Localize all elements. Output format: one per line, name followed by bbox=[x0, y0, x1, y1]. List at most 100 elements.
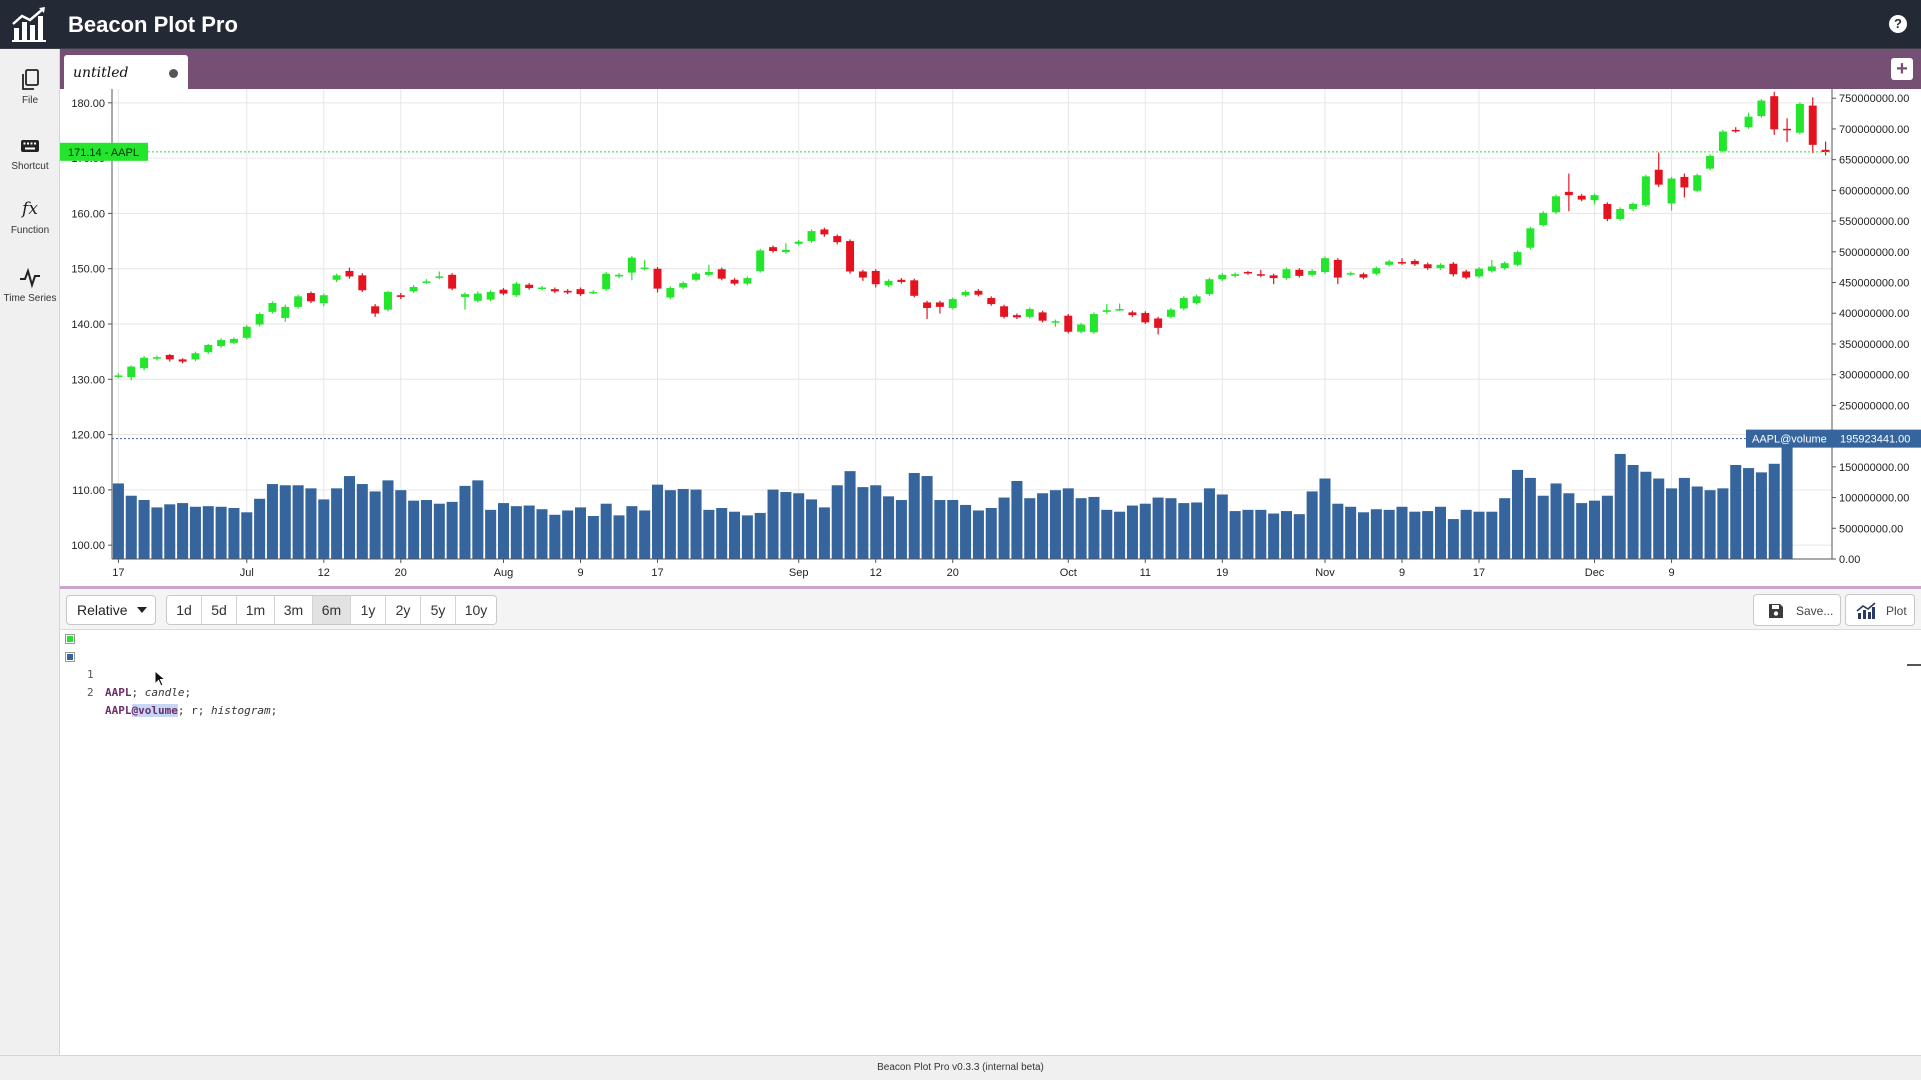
unsaved-dot-icon[interactable] bbox=[169, 69, 178, 78]
help-icon[interactable]: ? bbox=[1889, 15, 1907, 33]
candle-body bbox=[666, 288, 675, 298]
volume-bar bbox=[395, 490, 407, 559]
candle-body bbox=[627, 257, 636, 273]
candle bbox=[653, 267, 662, 293]
volume-bar bbox=[1088, 496, 1100, 559]
candle bbox=[1321, 256, 1329, 274]
range-button-1d[interactable]: 1d bbox=[167, 596, 202, 624]
line-code: AAPL@volume; r; histogram; bbox=[105, 702, 277, 720]
end-token: ; bbox=[270, 704, 278, 717]
volume-bar bbox=[1434, 506, 1447, 559]
candlestick-chart[interactable]: 180.00 17 0.00 160.00 150.00 140.00 130.00 120.… bbox=[60, 89, 1921, 586]
sidebar-item-function[interactable]: fx Function bbox=[0, 189, 60, 249]
volume-bar bbox=[1306, 491, 1318, 559]
volume-bar bbox=[382, 480, 394, 559]
candle bbox=[383, 290, 392, 312]
volume-bar bbox=[549, 514, 561, 559]
candle bbox=[255, 312, 264, 327]
volume-bar bbox=[1345, 506, 1357, 559]
candle-body bbox=[1333, 259, 1342, 278]
chart-area[interactable]: 180.00 17 0.00 160.00 150.00 140.00 130.00 120.… bbox=[60, 89, 1921, 586]
volume-bar bbox=[587, 515, 599, 559]
candle-body bbox=[679, 283, 688, 288]
candle bbox=[473, 291, 482, 303]
range-button-6m[interactable]: 6m bbox=[313, 596, 351, 624]
candle bbox=[1025, 307, 1034, 319]
range-button-1m[interactable]: 1m bbox=[237, 596, 275, 624]
candle bbox=[448, 273, 457, 291]
volume-bar bbox=[292, 485, 304, 559]
volume-bar bbox=[1409, 511, 1421, 559]
volume-bar bbox=[1255, 509, 1267, 559]
candle-body bbox=[152, 357, 161, 359]
end-token: ; bbox=[184, 686, 192, 699]
range-toolbar: Relative 1d 5d 1m 3m 6m 1y 2y 5y 10y Save... Plo… bbox=[60, 589, 1921, 630]
candle bbox=[871, 269, 880, 288]
right-tick-label: 400000000.00 bbox=[1839, 308, 1909, 320]
save-button[interactable]: Save... bbox=[1753, 594, 1841, 626]
candle-body bbox=[794, 241, 803, 244]
volume-bar bbox=[729, 511, 741, 559]
candle-body bbox=[1243, 272, 1252, 274]
candle bbox=[627, 255, 636, 281]
range-button-1y[interactable]: 1y bbox=[351, 596, 386, 624]
last-volume-value-badge bbox=[1832, 429, 1921, 448]
volume-bar bbox=[1691, 486, 1703, 559]
candle bbox=[1526, 226, 1535, 250]
candle bbox=[666, 286, 675, 300]
candle bbox=[1462, 269, 1471, 280]
volume-bar bbox=[1242, 509, 1254, 559]
volume-bar bbox=[318, 499, 330, 559]
sidebar-item-label: Function bbox=[10, 225, 50, 236]
candle-body bbox=[1308, 270, 1317, 275]
volume-bar bbox=[806, 499, 818, 559]
candle-body bbox=[1757, 100, 1766, 117]
candle bbox=[1295, 268, 1304, 278]
candle bbox=[704, 264, 713, 277]
plot-button-label: Plot bbox=[1886, 604, 1907, 618]
range-button-5y[interactable]: 5y bbox=[421, 596, 456, 624]
app-title: Beacon Plot Pro bbox=[68, 12, 238, 37]
add-tab-button[interactable]: + bbox=[1891, 58, 1913, 80]
title-bar: Beacon Plot Pro ? bbox=[0, 0, 1921, 49]
candle-body bbox=[910, 280, 919, 296]
x-tick-label: Nov bbox=[1315, 567, 1335, 579]
x-tick-label: Jul bbox=[240, 567, 254, 579]
range-button-2y[interactable]: 2y bbox=[386, 596, 421, 624]
volume-bar bbox=[947, 500, 959, 559]
candle-body bbox=[833, 236, 842, 243]
volume-bar bbox=[1576, 503, 1588, 559]
sidebar-item-shortcut[interactable]: Shortcut bbox=[0, 123, 60, 183]
volume-bar bbox=[1319, 478, 1331, 559]
editor-line[interactable]: 1 AAPL; candle; bbox=[60, 630, 1921, 699]
candle bbox=[1166, 307, 1175, 319]
candle-body bbox=[178, 359, 187, 362]
candle bbox=[1128, 310, 1137, 317]
mode-select[interactable]: Relative bbox=[66, 595, 156, 625]
candle bbox=[512, 281, 521, 297]
range-button-10y[interactable]: 10y bbox=[456, 596, 496, 624]
candle bbox=[730, 278, 739, 286]
candle bbox=[1243, 270, 1252, 275]
volume-bar bbox=[921, 476, 933, 559]
range-button-3m[interactable]: 3m bbox=[275, 596, 313, 624]
right-tick-label: 450000000.00 bbox=[1839, 278, 1909, 290]
sidebar-item-file[interactable]: File bbox=[0, 57, 60, 117]
plot-button[interactable]: Plot bbox=[1845, 594, 1915, 626]
volume-bar bbox=[1563, 493, 1575, 559]
range-button-5d[interactable]: 5d bbox=[202, 596, 237, 624]
chart-splitter[interactable] bbox=[60, 586, 1921, 589]
right-tick-label: 600000000.00 bbox=[1839, 185, 1909, 197]
series-color-swatch[interactable] bbox=[65, 652, 75, 662]
volume-bar bbox=[241, 512, 253, 559]
code-editor[interactable]: 1 AAPL; candle; 2 AAPL@volume; r; histog… bbox=[60, 630, 1921, 1055]
candle-body bbox=[191, 353, 200, 360]
candle-body bbox=[871, 270, 880, 285]
sidebar-item-time-series[interactable]: Time Series bbox=[0, 255, 60, 315]
tab-untitled[interactable]: untitled bbox=[64, 55, 188, 89]
series-color-swatch[interactable] bbox=[65, 634, 75, 644]
editor-line[interactable]: 2 AAPL@volume; r; histogram; bbox=[60, 648, 1921, 717]
candle-body bbox=[448, 274, 457, 289]
candle-body bbox=[281, 306, 290, 318]
sidebar-item-label: Time Series bbox=[3, 293, 57, 304]
